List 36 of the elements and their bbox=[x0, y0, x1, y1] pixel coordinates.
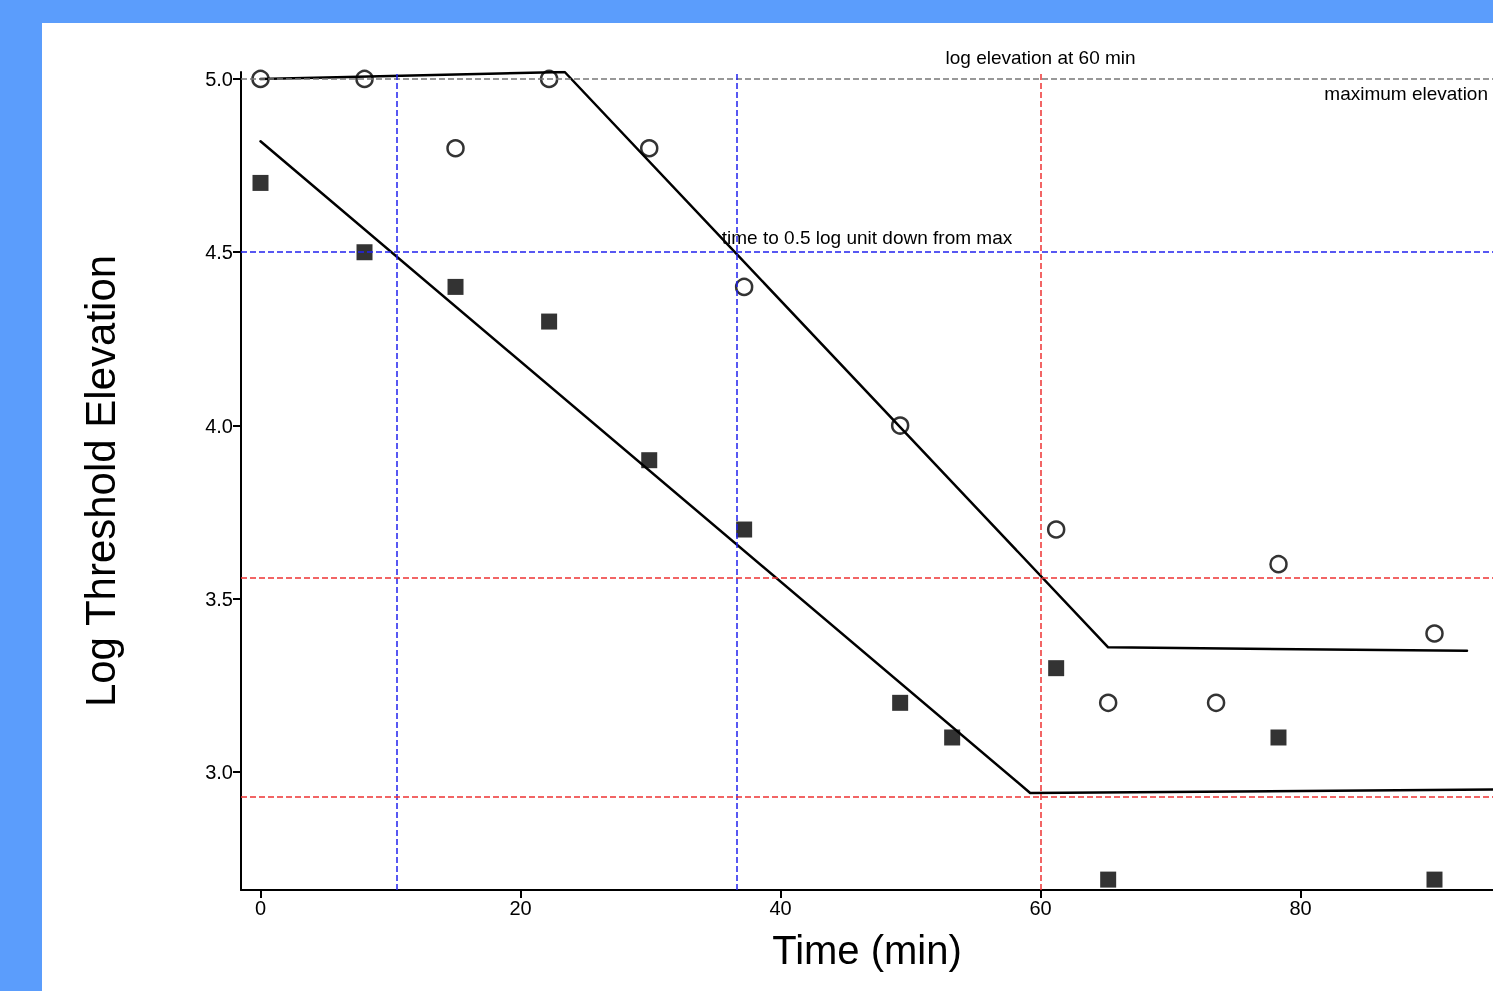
point bbox=[890, 416, 910, 435]
point bbox=[252, 174, 269, 191]
point bbox=[640, 139, 659, 158]
point bbox=[1048, 660, 1065, 677]
point bbox=[944, 729, 961, 746]
point bbox=[736, 521, 753, 538]
point bbox=[1100, 871, 1117, 888]
x-tick-label: 40 bbox=[769, 897, 792, 919]
y-axis-title: Log Threshold Elevation bbox=[76, 254, 124, 708]
point bbox=[1098, 693, 1118, 713]
point bbox=[641, 452, 658, 469]
ref-line-label: log elevation at 60 min bbox=[945, 47, 1136, 68]
y-tick-label: 3.0 bbox=[205, 761, 233, 784]
x-tick-label: 0 bbox=[254, 897, 267, 919]
point bbox=[356, 244, 373, 261]
point bbox=[1046, 520, 1066, 539]
x-axis-title: Time (min) bbox=[772, 928, 962, 972]
point bbox=[1206, 693, 1226, 713]
point bbox=[355, 69, 374, 89]
point bbox=[1270, 729, 1287, 746]
y-tick-label: 4.0 bbox=[205, 414, 233, 437]
x-tick-label: 20 bbox=[509, 897, 532, 919]
point bbox=[446, 139, 465, 158]
point bbox=[541, 313, 558, 330]
x-tick-label: 60 bbox=[1029, 897, 1052, 919]
point bbox=[447, 278, 464, 295]
y-tick-label: 3.5 bbox=[205, 587, 233, 610]
y-tick-label: 5.0 bbox=[205, 67, 233, 90]
x-tick-label: 80 bbox=[1289, 897, 1312, 919]
y-tick-label: 4.5 bbox=[205, 241, 233, 264]
point bbox=[1269, 554, 1288, 574]
point bbox=[892, 694, 909, 711]
point bbox=[1426, 871, 1443, 888]
point bbox=[1425, 624, 1444, 643]
ref-line-label: time to 0.5 log unit down from max bbox=[721, 227, 1013, 249]
ref-line-label: maximum elevation bbox=[1324, 82, 1488, 104]
